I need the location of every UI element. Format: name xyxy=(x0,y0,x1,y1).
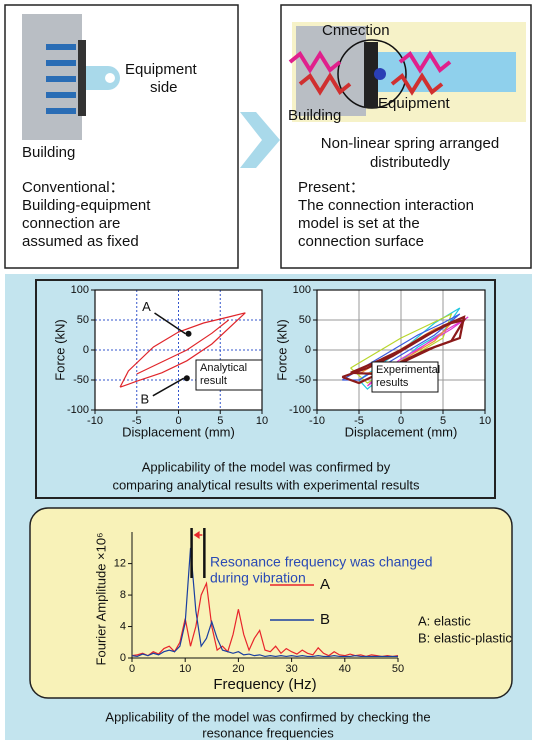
x-tick-label: 10 xyxy=(256,415,268,427)
caption: Conventional： xyxy=(22,179,125,196)
y-tick-label: 100 xyxy=(71,284,89,296)
annotation: during vibration xyxy=(210,570,306,586)
note: results xyxy=(376,377,409,389)
note: result xyxy=(200,375,227,387)
fourier-box xyxy=(29,507,513,699)
x-tick-label: -5 xyxy=(132,415,142,427)
label: side xyxy=(150,79,178,96)
x-tick-label: 0 xyxy=(129,663,135,675)
note: Experimental xyxy=(376,364,440,376)
label: Equipment xyxy=(125,61,198,78)
x-tick-label: 5 xyxy=(440,415,446,427)
x-tick-label: 0 xyxy=(175,415,181,427)
shift-arrow xyxy=(193,531,200,539)
y-tick-label: 0 xyxy=(83,344,89,356)
equipment-block xyxy=(376,52,516,92)
caption: resonance frequencies xyxy=(202,725,334,740)
x-tick-label: 10 xyxy=(179,663,191,675)
point xyxy=(183,375,190,382)
caption: Applicability of the model was confirmed… xyxy=(105,709,430,724)
x-axis-label: Displacement (mm) xyxy=(122,424,235,439)
caption: Building-equipment xyxy=(22,197,151,214)
y-tick-label: 100 xyxy=(293,284,311,296)
note: B: elastic-plastic xyxy=(418,630,512,645)
caption: model is set at the xyxy=(298,215,420,232)
y-tick-label: 4 xyxy=(120,620,126,632)
caption: The connection interaction xyxy=(298,197,474,214)
point-label: B xyxy=(141,392,150,407)
x-tick-label: 30 xyxy=(285,663,297,675)
note-box xyxy=(371,361,439,393)
plate xyxy=(78,40,86,116)
note-box xyxy=(195,359,263,391)
data-line xyxy=(131,547,398,658)
anchors xyxy=(46,44,76,114)
wave xyxy=(390,72,444,96)
x-tick-label: 20 xyxy=(232,663,244,675)
x-tick-label: 5 xyxy=(217,415,223,427)
x-tick-label: 40 xyxy=(339,663,351,675)
x-tick-label: -10 xyxy=(309,415,325,427)
y-tick-label: 50 xyxy=(299,314,311,326)
y-tick-label: 0 xyxy=(305,344,311,356)
note: Analytical xyxy=(200,362,247,374)
caption: Applicability of the model was confirmed… xyxy=(142,459,391,474)
caption: Present： xyxy=(298,179,365,196)
y-axis-label: Fourier Amplitude ×10⁶ xyxy=(93,533,108,666)
equipment-tab xyxy=(86,66,120,90)
y-axis-label: Force (kN) xyxy=(52,319,67,380)
label: Equipment xyxy=(378,95,451,112)
point xyxy=(185,330,192,337)
x-axis-label: Displacement (mm) xyxy=(345,424,458,439)
spring-layer xyxy=(364,42,378,108)
node xyxy=(374,68,386,80)
legend-label: A xyxy=(320,576,330,593)
y-tick-label: -100 xyxy=(67,404,89,416)
hysteresis-box xyxy=(35,279,496,499)
caption: connection surface xyxy=(298,233,424,250)
label: Building xyxy=(288,107,341,124)
y-tick-label: -50 xyxy=(295,374,311,386)
plot-frame xyxy=(316,289,486,411)
label: Non-linear spring arranged xyxy=(321,135,499,152)
y-tick-label: 8 xyxy=(120,589,126,601)
arrow xyxy=(240,112,280,168)
y-tick-label: 50 xyxy=(77,314,89,326)
label: Cnnection xyxy=(322,22,390,39)
y-tick-label: 12 xyxy=(114,558,126,570)
caption: connection are xyxy=(22,215,120,232)
y-tick-label: 0 xyxy=(120,652,126,664)
pointer xyxy=(152,377,185,397)
plot-frame xyxy=(94,289,263,411)
hole xyxy=(105,73,115,83)
x-tick-label: -5 xyxy=(354,415,364,427)
data-line xyxy=(131,581,399,658)
data-line xyxy=(136,319,229,375)
caption: assumed as fixed xyxy=(22,233,139,250)
label: distributedly xyxy=(370,154,451,171)
x-tick-label: 0 xyxy=(398,415,404,427)
x-tick-label: 50 xyxy=(392,663,404,675)
y-tick-label: -50 xyxy=(73,374,89,386)
wave xyxy=(288,50,342,74)
wave xyxy=(398,50,452,74)
wave xyxy=(298,72,352,96)
note: A: elastic xyxy=(418,613,471,628)
y-tick-label: -100 xyxy=(289,404,311,416)
x-tick-label: -10 xyxy=(87,415,103,427)
y-axis-label: Force (kN) xyxy=(274,319,289,380)
data-line xyxy=(119,312,246,388)
pointer xyxy=(154,312,186,335)
x-axis-label: Frequency (Hz) xyxy=(213,676,316,693)
label: Building xyxy=(22,144,75,161)
caption: comparing analytical results with experi… xyxy=(112,477,420,492)
legend-label: B xyxy=(320,611,330,628)
point-label: A xyxy=(142,299,151,314)
annotation: Resonance frequency was changed xyxy=(210,554,433,570)
x-tick-label: 10 xyxy=(479,415,491,427)
